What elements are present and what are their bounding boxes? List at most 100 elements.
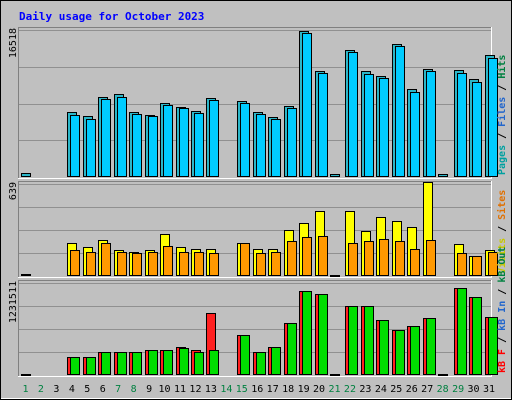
bar-visits-day-21	[330, 275, 340, 277]
x-tick-label: 17	[267, 384, 279, 395]
legend-pages: Pages	[497, 145, 508, 175]
bar-kb-f-day-21	[330, 374, 340, 376]
bar-files-day-15	[240, 103, 250, 177]
x-tick-label: 30	[468, 384, 480, 395]
x-tick-label: 29	[452, 384, 464, 395]
x-tick-label: 8	[131, 384, 137, 395]
x-tick-label: 23	[359, 384, 371, 395]
bar-sites-day-22	[348, 243, 358, 276]
bar-visits-day-1	[21, 274, 31, 276]
legend-kb-in: kB In	[497, 301, 508, 331]
bar-files-day-19	[302, 33, 312, 177]
bar-kb-out-day-9	[148, 350, 158, 375]
bar-kb-out-day-15	[240, 335, 250, 375]
bar-kb-out-day-23	[364, 306, 374, 375]
bar-kb-f-day-1	[21, 374, 31, 376]
bar-sites-day-16	[256, 253, 266, 276]
bar-sites-day-4	[70, 250, 80, 276]
bar-kb-out-day-4	[70, 357, 80, 375]
bar-files-day-4	[70, 115, 80, 177]
bar-files-day-23	[364, 74, 374, 177]
legend-files: Files	[496, 97, 508, 127]
bar-sites-day-18	[287, 241, 297, 276]
bar-kb-out-day-30	[472, 297, 482, 375]
bar-sites-day-13	[209, 253, 219, 276]
bar-sites-day-29	[457, 253, 467, 276]
bar-files-day-30	[472, 82, 482, 177]
bar-files-day-12	[194, 113, 204, 177]
bar-kb-out-day-7	[117, 352, 127, 375]
bar-sites-day-30	[472, 256, 482, 276]
bar-files-day-25	[395, 46, 405, 177]
bar-sites-day-17	[271, 252, 281, 276]
bar-kb-out-day-10	[163, 350, 173, 375]
bar-sites-day-27	[426, 240, 436, 276]
x-tick-label: 25	[390, 384, 402, 395]
bar-sites-day-7	[117, 252, 127, 276]
x-tick-label: 3	[53, 384, 59, 395]
bar-kb-out-day-20	[318, 294, 328, 375]
x-tick-label: 19	[298, 384, 310, 395]
bar-files-day-6	[101, 99, 111, 177]
legend-separator: /	[497, 220, 508, 238]
legend-visits: Visits	[496, 238, 508, 274]
bar-hits-day-28	[438, 174, 448, 177]
x-tick-label: 6	[100, 384, 106, 395]
bar-kb-out-day-13	[209, 350, 219, 375]
bar-files-day-26	[410, 92, 420, 177]
bar-files-day-10	[163, 105, 173, 177]
bar-kb-out-day-6	[101, 352, 111, 375]
legend-separator: /	[497, 283, 508, 301]
bar-sites-day-11	[179, 252, 189, 276]
x-tick-label: 24	[375, 384, 387, 395]
bar-sites-day-15	[240, 243, 250, 276]
bar-sites-day-9	[148, 252, 158, 276]
legend-sites: Sites	[496, 190, 508, 220]
x-tick-label: 28	[437, 384, 449, 395]
bar-kb-out-day-27	[426, 318, 436, 375]
x-tick-label: 2	[38, 384, 44, 395]
legend-separator: /	[497, 331, 508, 349]
bar-sites-day-25	[395, 241, 405, 276]
panel-3: 1231511 kB F / kB In / kB Out	[8, 247, 508, 377]
x-tick-label: 31	[483, 384, 495, 395]
bar-files-day-31	[488, 58, 498, 177]
bar-sites-day-6	[101, 243, 111, 276]
bar-kb-out-day-8	[132, 352, 142, 375]
y-max-label: 16518	[8, 28, 19, 58]
bar-sites-day-19	[302, 237, 312, 276]
bar-kb-out-day-25	[395, 330, 405, 375]
bar-sites-day-5	[86, 252, 96, 276]
legend-hits: Hits	[496, 55, 508, 79]
bar-files-day-29	[457, 73, 467, 177]
bar-sites-day-24	[379, 239, 389, 276]
x-tick-label: 1	[22, 384, 28, 395]
legend-separator: /	[497, 79, 508, 97]
x-tick-label: 15	[236, 384, 248, 395]
bar-sites-day-23	[364, 241, 374, 276]
bar-files-day-17	[271, 119, 281, 177]
bar-files-day-5	[86, 119, 96, 177]
legend-kb-f: kB F	[497, 349, 508, 373]
bar-files-day-24	[379, 78, 389, 177]
x-tick-label: 7	[115, 384, 121, 395]
bar-files-day-20	[318, 73, 328, 177]
x-tick-label: 10	[159, 384, 171, 395]
bar-sites-day-8	[132, 253, 142, 276]
panel-legend: kB F / kB In / kB Out	[497, 247, 508, 373]
x-tick-label: 16	[251, 384, 263, 395]
bar-kb-out-day-18	[287, 323, 297, 375]
x-tick-label: 20	[313, 384, 325, 395]
bar-kb-f-day-28	[438, 374, 448, 376]
panel-1: 16518 Pages / Files / Hits	[8, 27, 508, 179]
bar-kb-out-day-22	[348, 306, 358, 375]
panel-2: 639 Visits / Sites	[8, 181, 508, 278]
x-tick-label: 18	[282, 384, 294, 395]
x-tick-label: 9	[146, 384, 152, 395]
x-tick-label: 5	[84, 384, 90, 395]
bar-files-day-22	[348, 52, 358, 177]
bar-sites-day-12	[194, 252, 204, 276]
x-tick-label: 22	[344, 384, 356, 395]
bar-files-day-27	[426, 71, 436, 177]
